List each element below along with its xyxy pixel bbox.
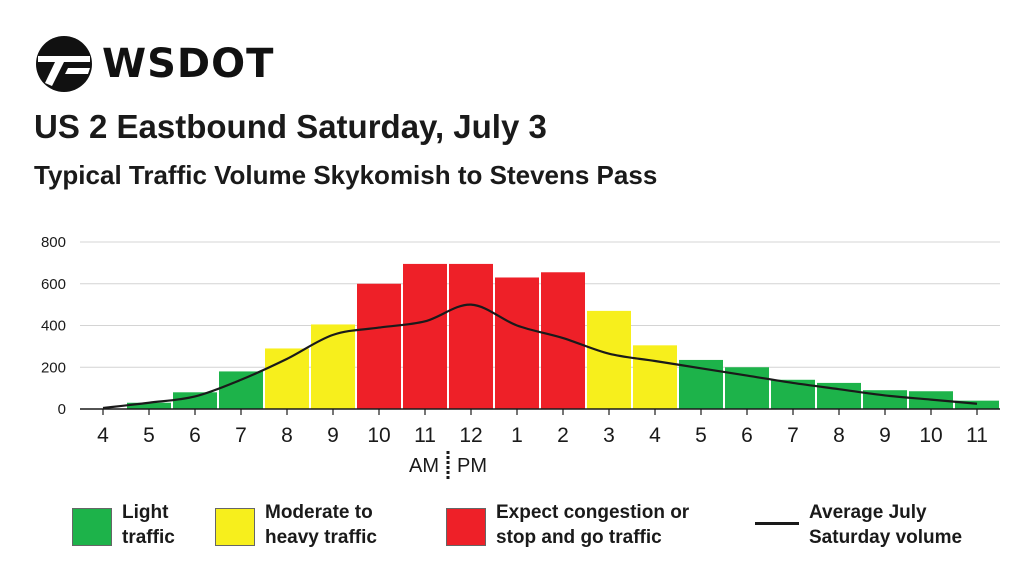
logo-text: WSDOT [102, 41, 275, 87]
bar-4 [219, 371, 263, 409]
wsdot-logo: WSDOT [34, 34, 274, 94]
bar-13 [633, 345, 677, 409]
x-tick-label: 11 [966, 424, 988, 447]
x-tick-label: 2 [557, 424, 569, 447]
x-tick-label: 1 [511, 424, 523, 447]
wsdot-emblem-icon [36, 36, 92, 92]
x-tick-label: 9 [327, 424, 339, 447]
legend-item-average-line: Average July Saturday volume [755, 500, 962, 550]
x-tick-label: 6 [741, 424, 753, 447]
x-tick-label: 4 [649, 424, 661, 447]
bar-11 [541, 272, 585, 409]
y-tick-label: 600 [41, 276, 66, 293]
legend-label-moderate: Moderate to heavy traffic [265, 502, 377, 548]
bar-6 [311, 324, 355, 409]
x-tick-label: 5 [695, 424, 707, 447]
x-tick-label: 12 [459, 424, 482, 447]
x-tick-label: 3 [603, 424, 615, 447]
pm-label: PM [457, 455, 487, 477]
x-tick-label: 10 [367, 424, 390, 447]
legend-swatch-light [72, 508, 112, 546]
x-tick-label: 6 [189, 424, 201, 447]
bar-7 [357, 283, 401, 409]
bar-8 [403, 263, 447, 409]
legend-label-congestion: Expect congestion or stop and go traffic [496, 502, 690, 548]
y-tick-label: 200 [41, 359, 66, 376]
chart-legend: Light traffic Moderate to heavy traffic … [0, 500, 1024, 570]
legend-item-light: Light traffic [72, 500, 175, 550]
x-tick-label: 9 [879, 424, 891, 447]
x-tick-label: 7 [235, 424, 247, 447]
y-tick-label: 0 [58, 401, 66, 418]
am-label: AM [409, 455, 439, 477]
bar-5 [265, 348, 309, 409]
legend-item-congestion: Expect congestion or stop and go traffic [446, 500, 689, 550]
x-tick-label: 10 [919, 424, 942, 447]
bar-3 [173, 392, 217, 409]
x-tick-label: 7 [787, 424, 799, 447]
chart-title: US 2 Eastbound Saturday, July 3 [34, 108, 547, 145]
legend-label-light: Light traffic [122, 502, 175, 548]
x-tick-label: 5 [143, 424, 155, 447]
x-tick-label: 8 [833, 424, 845, 447]
bar-2 [127, 402, 171, 409]
bar-20 [955, 400, 999, 409]
y-tick-label: 400 [41, 318, 66, 335]
bar-9 [449, 263, 493, 409]
y-tick-label: 800 [41, 234, 66, 251]
legend-label-average: Average July Saturday volume [809, 502, 963, 548]
legend-item-moderate: Moderate to heavy traffic [215, 500, 377, 550]
x-tick-label: 4 [97, 424, 109, 447]
average-volume-line [102, 303, 978, 410]
bar-10 [495, 277, 539, 409]
bar-12 [587, 310, 631, 409]
legend-swatch-moderate [215, 508, 255, 546]
chart-subtitle: Typical Traffic Volume Skykomish to Stev… [34, 160, 658, 190]
legend-line-sample [755, 522, 799, 525]
x-tick-label: 8 [281, 424, 293, 447]
legend-swatch-congestion [446, 508, 486, 546]
x-tick-label: 11 [414, 424, 436, 447]
